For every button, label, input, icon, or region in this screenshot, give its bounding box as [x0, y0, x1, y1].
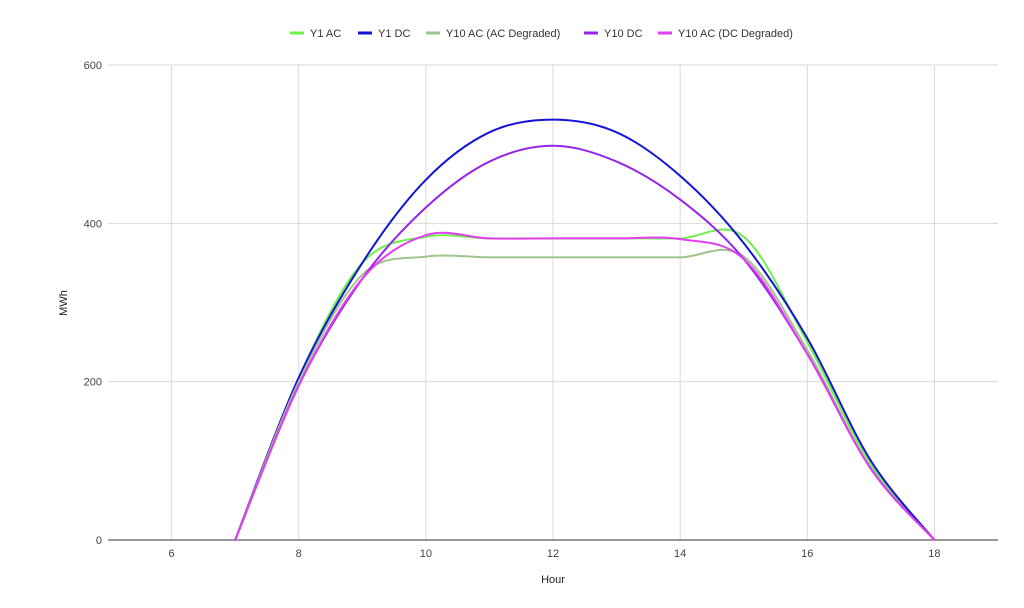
series-line-0 — [234, 228, 936, 541]
y-tick-label: 400 — [84, 218, 102, 230]
axes: 0 200 400 600 6 8 10 12 14 16 18 — [84, 60, 998, 560]
y-tick-label: 600 — [84, 60, 102, 72]
legend-label-3: Y10 DC — [604, 28, 643, 40]
legend-label-1: Y1 DC — [378, 28, 410, 40]
grid — [108, 64, 998, 540]
x-tick-label: 12 — [547, 548, 559, 560]
y-axis-title: MWh — [58, 290, 70, 316]
legend: Y1 AC Y1 DC Y10 AC (AC Degraded) Y10 DC Y10 … — [290, 28, 793, 40]
legend-label-0: Y1 AC — [310, 28, 341, 40]
x-tick-label: 8 — [296, 548, 302, 560]
x-axis-title: Hour — [541, 574, 565, 586]
x-tick-label: 18 — [928, 548, 940, 560]
x-tick-label: 10 — [420, 548, 432, 560]
x-tick-label: 16 — [801, 548, 813, 560]
series-line-4 — [234, 231, 936, 541]
series-line-2 — [234, 248, 936, 541]
series-line-3 — [234, 144, 936, 541]
y-tick-label: 200 — [84, 377, 102, 389]
y-tick-label: 0 — [96, 535, 102, 547]
series-line-1 — [234, 118, 936, 541]
legend-label-2: Y10 AC (AC Degraded) — [446, 28, 560, 40]
x-tick-label: 14 — [674, 548, 686, 560]
series-lines — [234, 118, 936, 541]
legend-label-4: Y10 AC (DC Degraded) — [678, 28, 793, 40]
x-tick-label: 6 — [169, 548, 175, 560]
